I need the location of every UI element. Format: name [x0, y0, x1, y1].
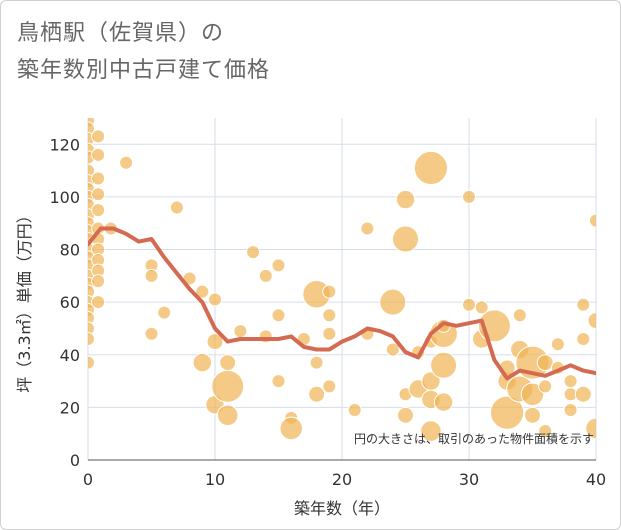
- bubble-point[interactable]: [91, 295, 106, 310]
- y-tick-labels: 0 20 40 60 80 100 120: [49, 135, 80, 470]
- bubble-point[interactable]: [279, 416, 303, 441]
- bubble-point[interactable]: [82, 355, 95, 370]
- bubble-point[interactable]: [308, 385, 326, 403]
- x-tick-label: 0: [83, 470, 93, 489]
- bubble-point[interactable]: [347, 403, 362, 418]
- bubble-point[interactable]: [82, 310, 95, 325]
- bubble-point[interactable]: [462, 297, 476, 312]
- x-axis-label: 築年数（年）: [294, 499, 390, 518]
- y-axis-label: 坪（3.3㎡）単価（万円）: [15, 207, 34, 392]
- bubble-point[interactable]: [490, 395, 525, 430]
- bubble-point[interactable]: [538, 379, 553, 394]
- bubble-point[interactable]: [576, 331, 591, 346]
- bubble-point[interactable]: [512, 308, 527, 323]
- bubble-point[interactable]: [474, 300, 489, 315]
- bubble-point[interactable]: [219, 354, 237, 372]
- bubble-point[interactable]: [462, 189, 476, 204]
- bubble-point[interactable]: [520, 382, 545, 406]
- chart-title-line2: 築年数別中古戸建て価格: [17, 58, 271, 83]
- x-tick-labels: 0 10 20 30 40: [83, 470, 606, 489]
- bubble-point[interactable]: [91, 203, 106, 218]
- bubble-point[interactable]: [589, 213, 603, 228]
- bubble-point[interactable]: [206, 333, 224, 351]
- average-price-trend-line: [88, 226, 596, 381]
- bubble-point[interactable]: [82, 331, 95, 346]
- bubble-point[interactable]: [397, 406, 414, 424]
- bubble-point[interactable]: [91, 147, 106, 162]
- bubble-point[interactable]: [119, 155, 134, 170]
- bubble-point[interactable]: [433, 392, 454, 412]
- bubble-point[interactable]: [169, 200, 184, 215]
- x-tick-label: 20: [332, 470, 352, 489]
- bubble-point[interactable]: [524, 406, 541, 424]
- bubble-point[interactable]: [309, 355, 324, 370]
- bubble-point[interactable]: [246, 245, 261, 260]
- bubble-point[interactable]: [563, 403, 578, 418]
- bubble-point[interactable]: [587, 312, 604, 330]
- x-tick-label: 10: [205, 470, 225, 489]
- bubble-point[interactable]: [258, 268, 273, 283]
- bubble-point[interactable]: [536, 354, 554, 372]
- bubble-point[interactable]: [91, 187, 106, 202]
- bubble-point[interactable]: [271, 374, 286, 389]
- bubble-point[interactable]: [82, 284, 95, 299]
- bubble-point[interactable]: [91, 274, 106, 289]
- bubble-point[interactable]: [144, 326, 159, 341]
- bubble-point[interactable]: [271, 258, 286, 273]
- bubble-point[interactable]: [144, 268, 159, 283]
- bubble-point[interactable]: [157, 305, 172, 320]
- y-tick-label: 80: [60, 241, 80, 260]
- bubble-point[interactable]: [395, 189, 416, 210]
- bubble-layer: [82, 118, 607, 442]
- bubble-point[interactable]: [322, 379, 337, 394]
- grid-lines: [87, 118, 597, 461]
- trend-layer: [88, 226, 596, 381]
- bubble-point[interactable]: [563, 374, 578, 389]
- bubble-point[interactable]: [392, 225, 419, 253]
- y-tick-label: 0: [70, 451, 80, 470]
- bubble-point[interactable]: [538, 424, 553, 439]
- bubble-point[interactable]: [91, 129, 106, 144]
- bubble-point[interactable]: [271, 308, 286, 323]
- bubble-point[interactable]: [211, 369, 245, 403]
- bubble-point[interactable]: [82, 321, 95, 336]
- bubble-point[interactable]: [420, 420, 442, 442]
- chart-title-line1: 鳥栖駅（佐賀県）の: [17, 21, 225, 46]
- bubble-point[interactable]: [91, 171, 106, 186]
- x-tick-label: 30: [459, 470, 479, 489]
- y-tick-label: 60: [60, 293, 80, 312]
- bubble-point[interactable]: [192, 352, 212, 373]
- y-tick-label: 120: [49, 135, 80, 154]
- bubble-point[interactable]: [322, 308, 337, 323]
- bubble-point[interactable]: [550, 337, 565, 352]
- bubble-point[interactable]: [360, 221, 375, 236]
- bubble-point[interactable]: [233, 324, 248, 339]
- bubble-point[interactable]: [216, 404, 239, 427]
- x-tick-label: 40: [586, 470, 606, 489]
- bubble-point[interactable]: [195, 284, 210, 299]
- bubble-point[interactable]: [322, 326, 337, 341]
- bubble-point[interactable]: [576, 297, 591, 312]
- bubble-point[interactable]: [574, 385, 592, 403]
- bubble-point[interactable]: [82, 121, 95, 136]
- bubble-point[interactable]: [82, 163, 95, 178]
- bubble-point[interactable]: [385, 342, 400, 357]
- bubble-point[interactable]: [322, 284, 337, 299]
- y-tick-label: 40: [60, 346, 80, 365]
- bubble-point[interactable]: [413, 150, 448, 186]
- bubble-point[interactable]: [430, 351, 458, 379]
- y-tick-label: 100: [49, 188, 80, 207]
- y-tick-label: 20: [60, 398, 80, 417]
- bubble-point[interactable]: [585, 417, 607, 440]
- bubble-point[interactable]: [379, 288, 407, 316]
- bubble-size-note: 円の大きさは、取引のあった物件面積を示す: [354, 431, 594, 446]
- bubble-point[interactable]: [208, 292, 222, 307]
